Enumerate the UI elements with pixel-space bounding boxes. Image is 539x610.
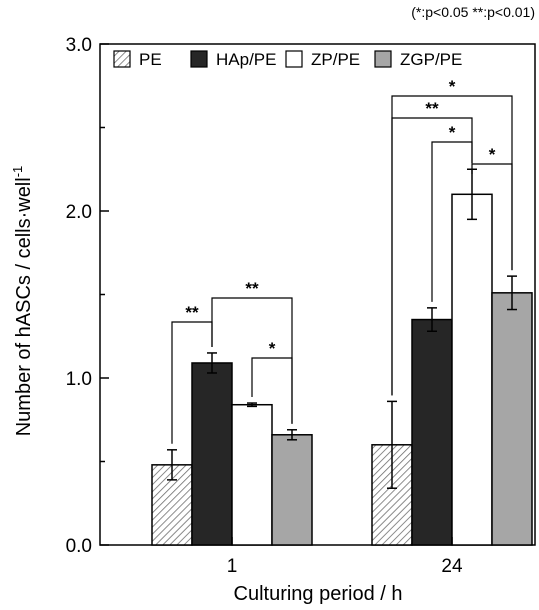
bar [411, 318, 453, 546]
bar [271, 434, 313, 546]
legend-item: PE [113, 50, 162, 69]
legend-label: ZGP/PE [400, 50, 462, 69]
legend-item: ZP/PE [285, 50, 360, 69]
bar [191, 362, 233, 546]
y-tick-label: 1.0 [66, 369, 92, 390]
significance-note: (*:p<0.05 **:p<0.01) [411, 4, 535, 20]
y-tick-label: 0.0 [66, 536, 92, 557]
y-tick-label: 2.0 [66, 202, 92, 223]
significance-bracket [251, 357, 293, 424]
x-tick-label: 24 [441, 556, 463, 577]
legend-swatch [285, 50, 303, 68]
significance-label: * [269, 339, 276, 358]
significance-label: * [449, 123, 456, 142]
y-tick-label: 3.0 [66, 35, 92, 56]
legend-swatch [113, 50, 131, 68]
significance-label: ** [245, 279, 259, 298]
legend-label: ZP/PE [311, 50, 360, 69]
legend-swatch [374, 50, 392, 68]
bar [231, 403, 273, 546]
significance-label: * [449, 77, 456, 96]
significance-label: ** [425, 99, 439, 118]
y-axis-title: Number of hASCs / cells·well-1 [10, 166, 35, 437]
legend-swatch [190, 50, 208, 68]
legend-item: HAp/PE [190, 50, 276, 69]
bar [491, 292, 533, 546]
legend-label: PE [139, 50, 162, 69]
significance-bracket [471, 163, 513, 271]
x-tick-label: 1 [227, 556, 238, 577]
legend-label: HAp/PE [216, 50, 276, 69]
significance-label: * [489, 145, 496, 164]
bar [451, 193, 493, 546]
significance-bracket [391, 117, 473, 396]
significance-label: ** [185, 303, 199, 322]
legend-item: ZGP/PE [374, 50, 462, 69]
legend: PE HAp/PE ZP/PE ZGP/PE [113, 50, 462, 69]
significance-bracket [431, 141, 473, 302]
x-axis-title: Culturing period / h [234, 583, 403, 605]
